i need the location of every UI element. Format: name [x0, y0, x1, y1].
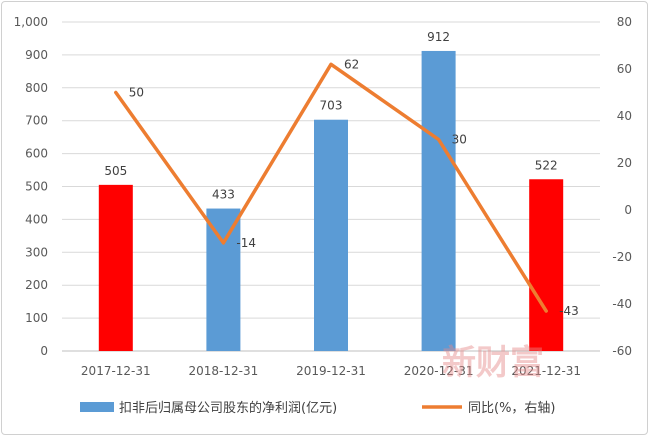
right-axis-tick-label: 0: [624, 203, 632, 217]
bar: [98, 184, 133, 351]
right-axis-tick-label: 80: [617, 15, 632, 29]
x-axis-tick-label: 2019-12-31: [296, 364, 366, 378]
bar: [314, 119, 348, 351]
line-data-label: -14: [236, 236, 256, 250]
bar-data-label: 505: [104, 164, 127, 178]
line-data-label: 50: [129, 86, 144, 100]
x-axis-tick-label: 2021-12-31: [511, 364, 581, 378]
left-axis-tick-label: 100: [25, 311, 48, 325]
line-data-label: 30: [452, 133, 467, 147]
right-axis-ticks: -60 -40 -20 0 20 40 60 80: [612, 15, 632, 358]
right-axis-tick-label: -20: [612, 250, 632, 264]
x-axis-tick-label: 2020-12-31: [404, 364, 474, 378]
right-axis-tick-label: 60: [617, 62, 632, 76]
line-path: [114, 62, 548, 313]
bar: [529, 179, 564, 351]
left-axis-tick-label: 800: [25, 81, 48, 95]
left-axis-ticks: 0 100 200 300 400 500 600 700 800 900 1,000: [14, 15, 48, 358]
left-axis-tick-label: 1,000: [14, 15, 48, 29]
bar-series: [98, 50, 564, 352]
bar-data-label: 522: [535, 158, 558, 172]
bar-data-labels: 505 433 703 912 522: [104, 30, 557, 202]
line-series: [114, 62, 548, 313]
left-axis-tick-label: 300: [25, 245, 48, 259]
x-axis-tick-label: 2018-12-31: [189, 364, 259, 378]
x-axis-tick-label: 2017-12-31: [81, 364, 151, 378]
line-data-label: -43: [559, 304, 579, 318]
left-axis-tick-label: 0: [40, 344, 48, 358]
legend-bar-swatch: [80, 402, 114, 412]
watermark: 新财富: [442, 343, 544, 383]
line-data-label: 62: [344, 57, 359, 71]
line-data-labels: 50 -14 62 30 -43: [129, 57, 579, 318]
left-axis-tick-label: 600: [25, 147, 48, 161]
bar-data-label: 433: [212, 188, 235, 202]
right-axis-tick-label: -40: [612, 297, 632, 311]
bar-data-label: 703: [320, 99, 343, 113]
bar: [206, 208, 241, 351]
right-axis-tick-label: 40: [617, 109, 632, 123]
bar: [421, 50, 456, 352]
legend-line-label: 同比(%，右轴): [468, 401, 556, 416]
left-axis-tick-label: 500: [25, 180, 48, 194]
right-axis-tick-label: -60: [612, 344, 632, 358]
left-axis-tick-label: 700: [25, 114, 48, 128]
legend-bar-label: 扣非后归属母公司股东的净利润(亿元): [119, 400, 337, 416]
left-axis-tick-label: 400: [25, 212, 48, 226]
bar-data-label: 912: [427, 30, 450, 44]
x-axis-ticks: 2017-12-31 2018-12-31 2019-12-31 2020-12-31…: [81, 364, 581, 378]
right-axis-tick-label: 20: [617, 156, 632, 170]
left-axis-tick-label: 200: [25, 278, 48, 292]
legend: 扣非后归属母公司股东的净利润(亿元) 同比(%，右轴): [80, 400, 556, 416]
left-axis-tick-label: 900: [25, 48, 48, 62]
